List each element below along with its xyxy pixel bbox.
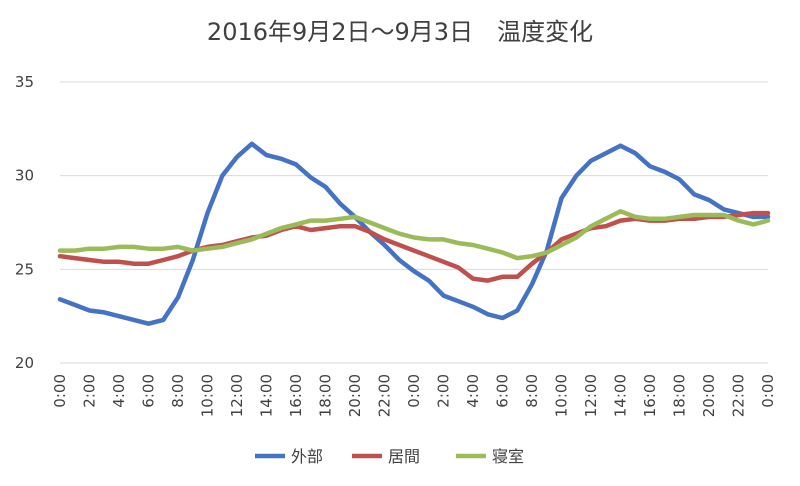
x-tick-label: 4:00	[110, 374, 128, 408]
x-tick-label: 16:00	[287, 374, 305, 417]
series-line-寝室	[57, 209, 771, 261]
x-axis-tick-labels: 0:00 2:00 4:00 6:00 8:00 10:00 12:00 14:00 16:00…	[51, 374, 777, 417]
chart-title: 2016年9月2日～9月3日 温度変化	[207, 18, 593, 46]
y-tick-label: 20	[15, 354, 34, 372]
x-tick-label: 12:00	[582, 374, 600, 417]
legend-label: 寝室	[492, 447, 524, 466]
legend-label: 居間	[388, 447, 420, 466]
x-tick-label: 10:00	[553, 374, 571, 417]
x-tick-label: 4:00	[464, 374, 482, 408]
x-tick-label: 0:00	[405, 374, 423, 408]
y-tick-label: 30	[15, 167, 34, 185]
x-tick-label: 22:00	[730, 374, 748, 417]
x-tick-label: 10:00	[199, 374, 217, 417]
x-tick-label: 0:00	[759, 374, 777, 408]
y-tick-label: 35	[15, 73, 34, 91]
y-axis-tick-labels: 20 25 30 35	[15, 73, 34, 372]
x-tick-label: 8:00	[523, 374, 541, 408]
legend-label: 外部	[291, 447, 323, 466]
x-tick-label: 2:00	[81, 374, 99, 408]
legend: 外部 居間 寝室	[255, 447, 524, 466]
x-tick-label: 2:00	[435, 374, 453, 408]
series-lines	[57, 141, 771, 326]
x-tick-label: 22:00	[376, 374, 394, 417]
x-tick-label: 18:00	[317, 374, 335, 417]
x-tick-label: 20:00	[346, 374, 364, 417]
series-line-外部	[57, 141, 771, 326]
x-tick-label: 0:00	[51, 374, 69, 408]
x-tick-label: 8:00	[169, 374, 187, 408]
x-tick-label: 14:00	[612, 374, 630, 417]
x-tick-label: 18:00	[671, 374, 689, 417]
x-tick-label: 6:00	[140, 374, 158, 408]
x-tick-label: 12:00	[228, 374, 246, 417]
gridlines	[60, 81, 768, 364]
x-tick-label: 14:00	[258, 374, 276, 417]
x-tick-label: 20:00	[700, 374, 718, 417]
x-tick-label: 6:00	[494, 374, 512, 408]
x-tick-label: 16:00	[641, 374, 659, 417]
y-tick-label: 25	[15, 260, 34, 278]
